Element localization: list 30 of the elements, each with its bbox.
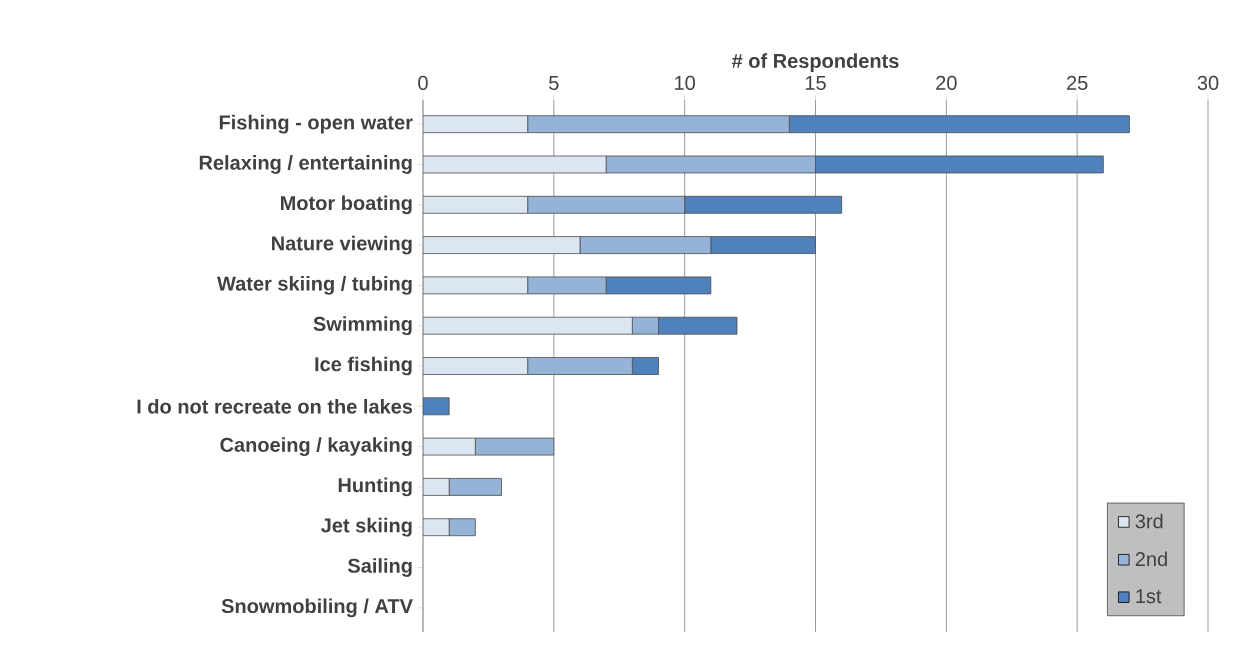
- y-tick-label: Motor boating: [281, 195, 412, 215]
- legend-label: 2nd: [1135, 551, 1167, 567]
- y-tick-label: Hunting: [338, 477, 412, 497]
- y-tick-label: Swimming: [313, 316, 412, 336]
- bar: [684, 195, 843, 214]
- y-tick-label: Jet skiing: [321, 517, 412, 537]
- x-tick-label: 20: [936, 75, 957, 90]
- x-tick-label: 5: [549, 76, 559, 90]
- bar: [423, 397, 450, 416]
- y-tick-label: Snowmobiling / ATV: [221, 598, 413, 618]
- x-tick-label: 30: [1197, 75, 1219, 90]
- x-axis-title: # of Respondents: [731, 53, 899, 72]
- y-tick-label: Relaxing / entertaining: [199, 155, 412, 174]
- y-tick-label: I do not recreate on the lakes: [137, 398, 413, 414]
- bar: [658, 316, 738, 335]
- x-tick-label: 0: [418, 75, 428, 90]
- y-tick-label: Sailing: [347, 558, 412, 577]
- legend-label: 1st: [1136, 589, 1162, 604]
- legend-label: 3rd: [1135, 513, 1163, 529]
- y-tick-label: Water skiing / tubing: [217, 276, 412, 295]
- x-tick-label: 25: [1067, 75, 1088, 90]
- x-tick-label: 10: [675, 75, 695, 90]
- x-tick-label: 15: [805, 76, 826, 90]
- y-tick-label: Ice fishing: [315, 356, 412, 376]
- bar: [631, 357, 659, 375]
- y-tick-label: Fishing - open water: [219, 114, 413, 134]
- bar: [788, 115, 1130, 134]
- y-tick-label: Canoeing / kayaking: [220, 437, 412, 456]
- y-tick-label: Nature viewing: [272, 235, 412, 255]
- bar: [710, 236, 816, 254]
